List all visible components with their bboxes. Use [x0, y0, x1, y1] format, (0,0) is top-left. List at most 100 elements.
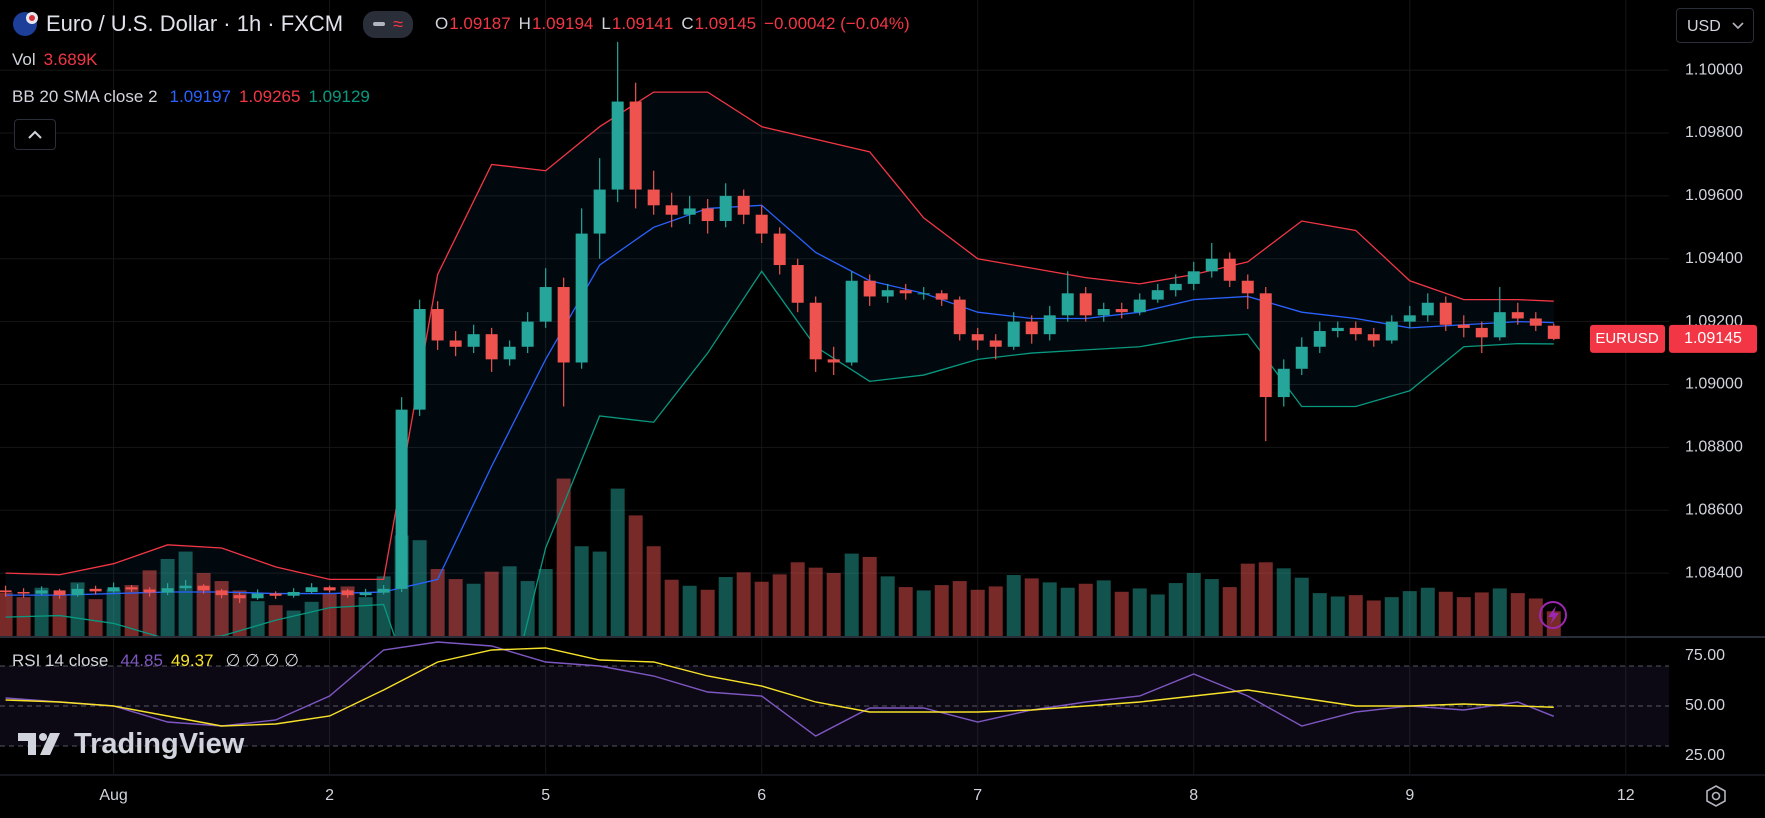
- ohlc-label: O: [434, 14, 449, 33]
- candle-body: [287, 591, 300, 596]
- volume-bar: [1096, 580, 1111, 636]
- volume-bar: [646, 546, 661, 636]
- y-tick-label: 1.09400: [1685, 250, 1743, 267]
- volume-bar: [196, 573, 211, 636]
- volume-bar: [862, 556, 877, 636]
- volume-bar: [358, 597, 373, 636]
- volume-bar: [934, 585, 949, 636]
- change: −0.00042 (−0.04%): [764, 14, 910, 33]
- candle-body: [611, 101, 624, 190]
- candle-body: [1493, 312, 1506, 338]
- y-tick-label: 1.09000: [1685, 376, 1743, 393]
- bb-name[interactable]: BB 20 SMA close 2: [12, 87, 158, 106]
- x-tick-label: 2: [325, 787, 334, 804]
- volume-bar: [1474, 592, 1489, 636]
- alert-bolt: [1548, 606, 1559, 625]
- alert-icon[interactable]: [1539, 601, 1567, 629]
- volume-bar: [502, 566, 517, 636]
- candle-body: [575, 233, 588, 363]
- candle-body: [1025, 321, 1038, 335]
- volume-bar: [484, 571, 499, 636]
- candle-body: [143, 589, 156, 593]
- watermark-logo: [18, 733, 60, 755]
- rsi-tick-label: 50.00: [1685, 697, 1725, 714]
- bb-line: [5, 270, 1554, 636]
- candle-body: [1043, 315, 1056, 335]
- symbol-title[interactable]: Euro / U.S. Dollar · 1h · FXCM: [46, 11, 344, 36]
- candle-body: [665, 205, 678, 215]
- currency-select[interactable]: USD: [1676, 8, 1754, 43]
- volume-bar: [754, 581, 769, 636]
- volume-bar: [178, 551, 193, 636]
- candle-body: [35, 590, 48, 594]
- candle-body: [863, 280, 876, 297]
- volume-bar: [1528, 598, 1543, 636]
- volume-bar: [1114, 591, 1129, 636]
- volume-bar: [736, 572, 751, 636]
- candle-body: [773, 233, 786, 266]
- y-tick-label: 1.09600: [1685, 187, 1743, 204]
- volume-bar: [1186, 573, 1201, 636]
- gear: [1706, 785, 1726, 807]
- ohlc-label: L: [601, 14, 611, 33]
- settings-icon[interactable]: [1706, 785, 1726, 807]
- candle-body: [809, 302, 822, 360]
- rsi-value: 49.37: [170, 651, 214, 670]
- volume-legend: Vol 3.689K: [12, 46, 98, 74]
- y-tick-label: 1.08800: [1685, 439, 1743, 456]
- symbol-tag-label: EURUSD: [1595, 330, 1659, 347]
- rsi-legend: RSI 14 close 44.85 49.37 ∅ ∅ ∅ ∅: [12, 647, 299, 675]
- currency: USD: [1687, 18, 1721, 35]
- watermark-text: TradingView: [74, 727, 245, 760]
- rsi-value: 44.85: [120, 651, 163, 670]
- volume-bar: [718, 577, 733, 636]
- candle-body: [0, 590, 12, 592]
- candle-body: [71, 588, 84, 596]
- volume-bar: [250, 601, 265, 636]
- candle-body: [485, 334, 498, 360]
- volume-bar: [1312, 593, 1327, 636]
- rsi-line: [5, 641, 1555, 737]
- volume-bar: [700, 589, 715, 636]
- candle-body: [917, 293, 930, 295]
- market-status[interactable]: ≈: [363, 10, 413, 38]
- candle-body: [215, 590, 228, 596]
- volume-bar: [898, 587, 913, 636]
- price-pane: [0, 41, 1561, 636]
- volume-bar: [1006, 575, 1021, 636]
- bb-legend: BB 20 SMA close 2 1.09197 1.09265 1.09129: [12, 83, 370, 111]
- candle-body: [1349, 327, 1362, 335]
- candle-body: [1169, 283, 1182, 291]
- volume-bar: [1024, 578, 1039, 636]
- candle-body: [1277, 368, 1290, 398]
- candle-body: [413, 309, 426, 410]
- candle-body: [161, 588, 174, 593]
- candle-body: [1367, 334, 1380, 341]
- bb-value: 1.09129: [308, 87, 370, 106]
- candle-body: [1385, 321, 1398, 341]
- candle-body: [449, 340, 462, 347]
- logo-t: [18, 733, 36, 755]
- volume-bar: [520, 581, 535, 636]
- collapse-button[interactable]: [14, 119, 56, 150]
- candle-body: [1061, 293, 1074, 316]
- candle-body: [251, 593, 264, 599]
- volume-bar: [1420, 587, 1435, 636]
- candle-body: [845, 280, 858, 363]
- ohlc-label: C: [681, 14, 694, 33]
- volume-bar: [232, 590, 247, 636]
- rsi-name[interactable]: RSI 14 close: [12, 651, 109, 670]
- volume-bar: [124, 585, 139, 636]
- candle-body: [719, 195, 732, 222]
- volume-bar: [1294, 577, 1309, 636]
- volume-bar: [1132, 588, 1147, 636]
- candle-body: [197, 585, 210, 591]
- y-tick-label: 1.08600: [1685, 501, 1743, 518]
- header: Euro / U.S. Dollar · 1h · FXCM ≈ O1.0918…: [12, 8, 910, 40]
- volume-bar: [1258, 562, 1273, 636]
- volume-bar: [1150, 594, 1165, 636]
- volume-bar: [142, 570, 157, 636]
- rsi-extra: ∅ ∅ ∅ ∅: [225, 651, 299, 670]
- volume-bar: [1402, 591, 1417, 636]
- candle-body: [737, 195, 750, 215]
